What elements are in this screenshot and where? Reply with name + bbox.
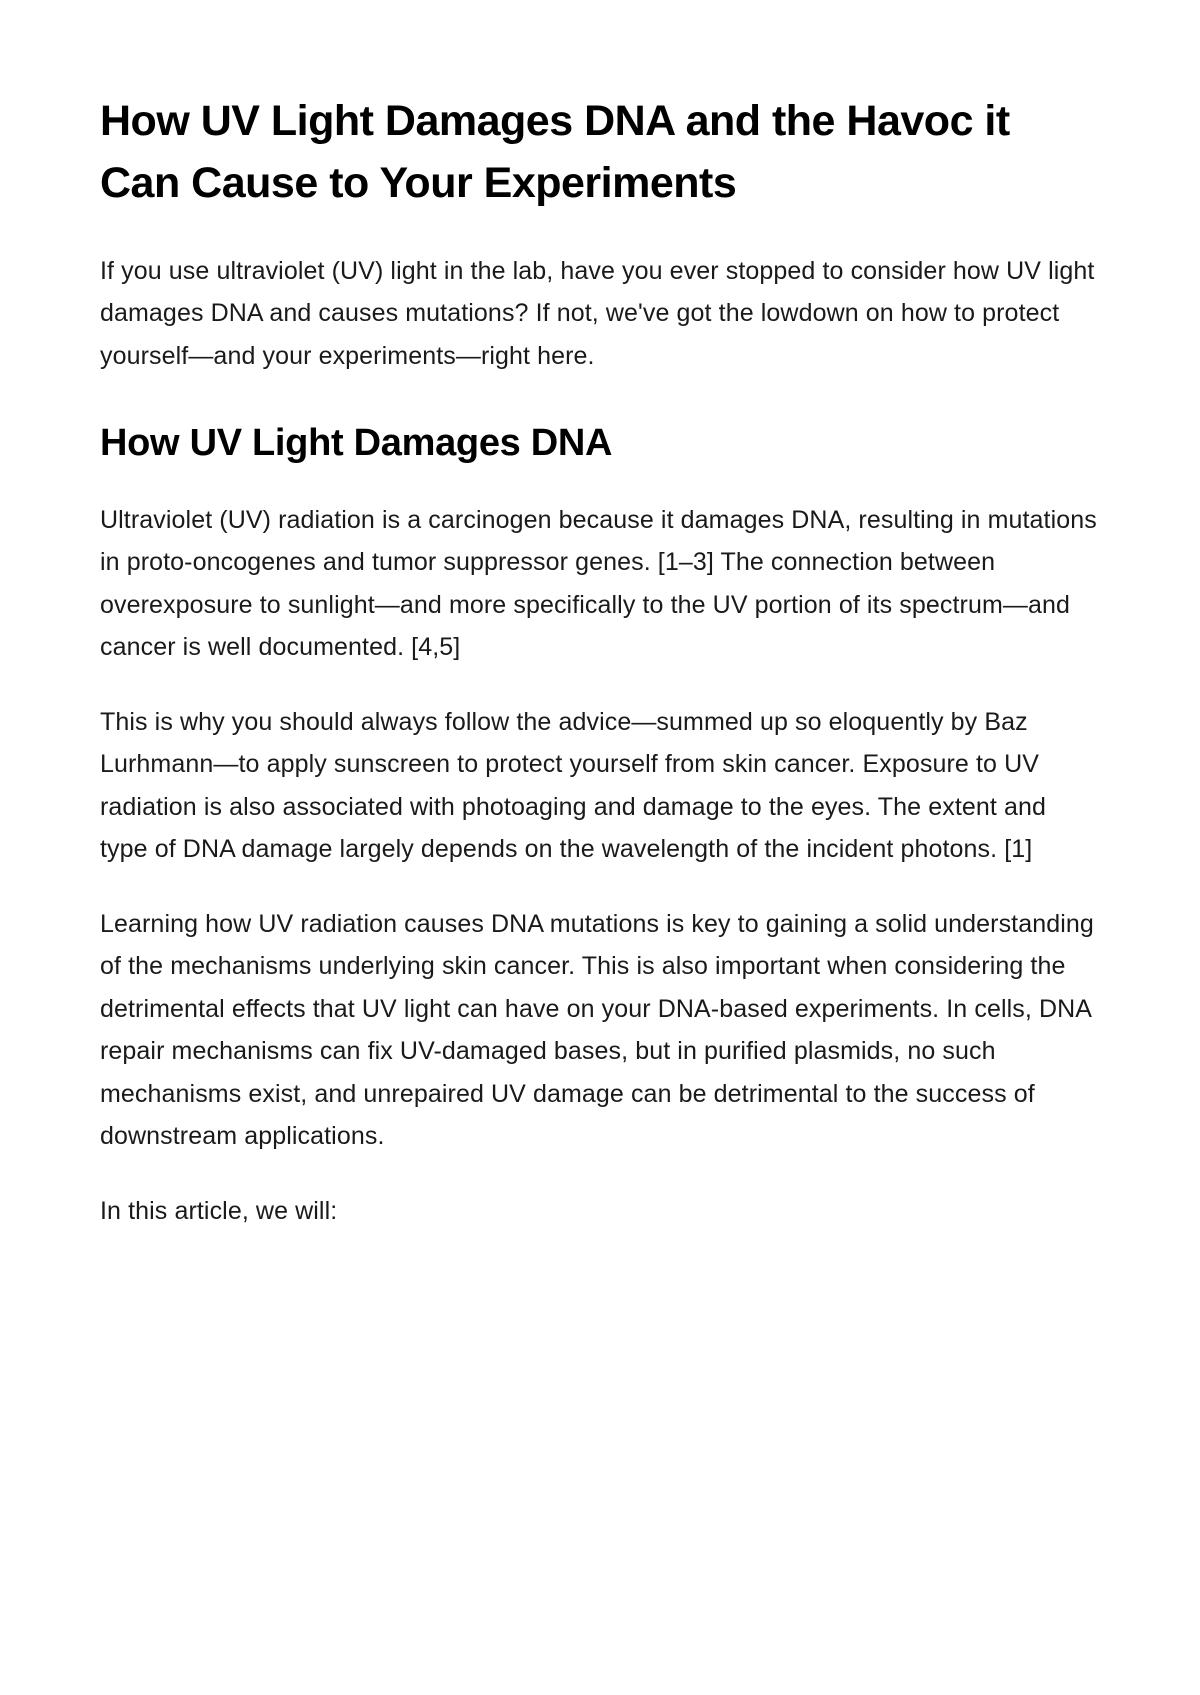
body-paragraph-4: In this article, we will: (100, 1190, 1100, 1233)
section-heading-1: How UV Light Damages DNA (100, 419, 1100, 468)
page-title: How UV Light Damages DNA and the Havoc i… (100, 90, 1100, 215)
body-paragraph-3: Learning how UV radiation causes DNA mut… (100, 903, 1100, 1158)
intro-paragraph: If you use ultraviolet (UV) light in the… (100, 250, 1100, 378)
body-paragraph-2: This is why you should always follow the… (100, 701, 1100, 871)
body-paragraph-1: Ultraviolet (UV) radiation is a carcinog… (100, 499, 1100, 669)
